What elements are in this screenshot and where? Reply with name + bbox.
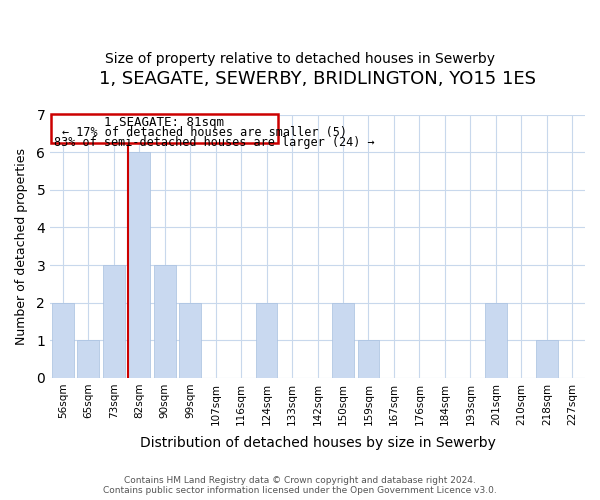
Text: ← 17% of detached houses are smaller (5): ← 17% of detached houses are smaller (5)	[62, 126, 347, 139]
Y-axis label: Number of detached properties: Number of detached properties	[15, 148, 28, 344]
Bar	[128, 152, 150, 378]
Text: Size of property relative to detached houses in Sewerby: Size of property relative to detached ho…	[105, 52, 495, 66]
Bar	[536, 340, 557, 378]
Title: 1, SEAGATE, SEWERBY, BRIDLINGTON, YO15 1ES: 1, SEAGATE, SEWERBY, BRIDLINGTON, YO15 1…	[99, 70, 536, 88]
Bar	[50, 114, 278, 143]
Text: Contains HM Land Registry data © Crown copyright and database right 2024.
Contai: Contains HM Land Registry data © Crown c…	[103, 476, 497, 495]
Bar	[179, 302, 201, 378]
X-axis label: Distribution of detached houses by size in Sewerby: Distribution of detached houses by size …	[140, 436, 496, 450]
Bar	[256, 302, 277, 378]
Bar	[52, 302, 74, 378]
Bar	[77, 340, 99, 378]
Bar	[103, 265, 125, 378]
Bar	[485, 302, 506, 378]
Bar	[154, 265, 176, 378]
Text: 83% of semi-detached houses are larger (24) →: 83% of semi-detached houses are larger (…	[55, 136, 375, 148]
Bar	[332, 302, 354, 378]
Text: 1 SEAGATE: 81sqm: 1 SEAGATE: 81sqm	[104, 116, 224, 130]
Bar	[358, 340, 379, 378]
